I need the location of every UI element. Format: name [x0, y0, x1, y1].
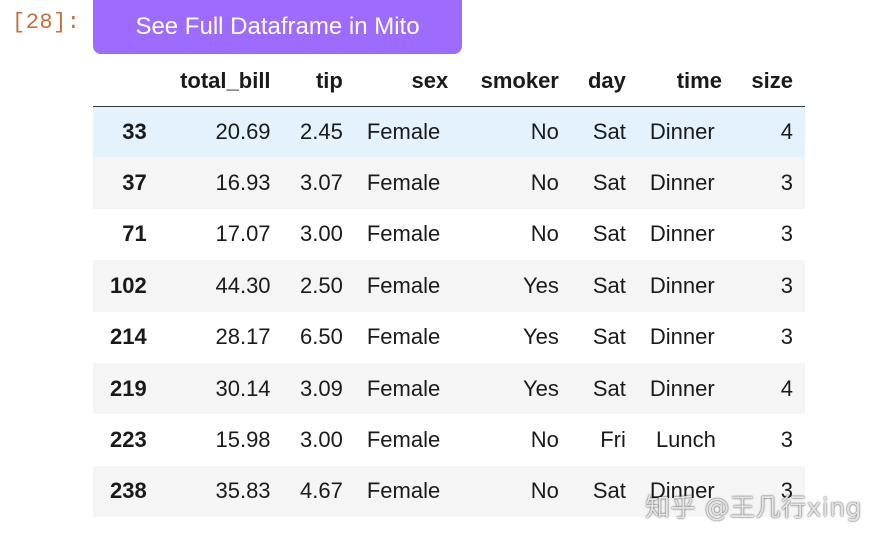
row-index: 71 — [122, 221, 147, 247]
cell-total-bill: 20.69 — [215, 118, 271, 144]
cell-size: 3 — [780, 170, 793, 196]
row-index: 223 — [109, 427, 147, 453]
cell-smoker: No — [530, 118, 559, 144]
cell-tip: 3.07 — [300, 170, 343, 196]
cell-size: 4 — [780, 375, 793, 401]
cell-sex: Female — [366, 272, 441, 298]
cell-sex: Female — [366, 427, 441, 453]
table-row: 102 44.30 2.50 Female Yes Sat Dinner 3 — [93, 260, 805, 312]
cell-tip: 3.00 — [300, 221, 343, 247]
cell-tip: 6.50 — [300, 324, 343, 350]
cell-smoker: Yes — [522, 324, 559, 350]
cell-smoker: No — [530, 478, 559, 504]
zhihu-watermark: 知乎 @王几行xing — [645, 493, 862, 522]
cell-total-bill: 30.14 — [215, 375, 271, 401]
cell-sex: Female — [366, 221, 441, 247]
table-row: 219 30.14 3.09 Female Yes Sat Dinner 4 — [93, 362, 805, 415]
cell-smoker: No — [530, 170, 559, 196]
table-row: 238 35.83 4.67 Female No Sat Dinner 3 — [93, 465, 805, 518]
cell-total-bill: 35.83 — [215, 478, 271, 504]
row-index: 214 — [109, 324, 147, 350]
table-header-row: total_bill tip sex smoker day time size — [93, 56, 805, 106]
table-row: 37 16.93 3.07 Female No Sat Dinner 3 — [93, 157, 805, 209]
table-row: 214 28.17 6.50 Female Yes Sat Dinner 3 — [93, 311, 805, 363]
cell-day: Sat — [592, 324, 626, 350]
cell-size: 3 — [780, 478, 793, 504]
cell-time: Dinner — [649, 478, 715, 504]
cell-total-bill: 15.98 — [215, 427, 271, 453]
cell-execution-prompt: [28]: — [12, 10, 81, 35]
cell-size: 3 — [780, 427, 793, 453]
cell-total-bill: 44.30 — [215, 272, 271, 298]
cell-time: Dinner — [649, 170, 715, 196]
cell-tip: 3.09 — [300, 375, 343, 401]
row-index: 238 — [109, 478, 147, 504]
cell-smoker: No — [530, 427, 559, 453]
cell-day: Sat — [592, 170, 626, 196]
dataframe-table: total_bill tip sex smoker day time size … — [93, 56, 805, 518]
column-header-size: size — [751, 67, 793, 93]
cell-time: Dinner — [649, 324, 715, 350]
cell-sex: Female — [366, 478, 441, 504]
cell-size: 4 — [780, 118, 793, 144]
table-row: 71 17.07 3.00 Female No Sat Dinner 3 — [93, 208, 805, 261]
cell-time: Lunch — [655, 427, 716, 453]
cell-size: 3 — [780, 221, 793, 247]
cell-tip: 2.45 — [300, 118, 343, 144]
cell-time: Dinner — [649, 221, 715, 247]
cell-sex: Female — [366, 170, 441, 196]
column-header-day: day — [587, 67, 626, 93]
cell-day: Sat — [592, 221, 626, 247]
cell-total-bill: 28.17 — [215, 324, 271, 350]
see-full-dataframe-button[interactable]: See Full Dataframe in Mito — [93, 0, 462, 54]
cell-tip: 3.00 — [300, 427, 343, 453]
column-header-total-bill: total_bill — [180, 67, 271, 93]
row-index: 37 — [122, 170, 147, 196]
column-header-smoker: smoker — [480, 67, 559, 93]
cell-day: Sat — [592, 375, 626, 401]
table-row: 33 20.69 2.45 Female No Sat Dinner 4 — [93, 106, 805, 158]
cell-day: Sat — [592, 478, 626, 504]
cell-sex: Female — [366, 118, 441, 144]
row-index: 33 — [122, 118, 147, 144]
cell-smoker: Yes — [522, 375, 559, 401]
cell-smoker: No — [530, 221, 559, 247]
cell-time: Dinner — [649, 118, 715, 144]
cell-time: Dinner — [649, 272, 715, 298]
cell-smoker: Yes — [522, 272, 559, 298]
row-index: 102 — [109, 272, 147, 298]
cell-total-bill: 16.93 — [215, 170, 271, 196]
cell-sex: Female — [366, 375, 441, 401]
cell-size: 3 — [780, 324, 793, 350]
cell-tip: 4.67 — [300, 478, 343, 504]
cell-time: Dinner — [649, 375, 715, 401]
table-row: 223 15.98 3.00 Female No Fri Lunch 3 — [93, 414, 805, 466]
column-header-time: time — [676, 67, 722, 93]
column-header-sex: sex — [411, 67, 449, 93]
cell-sex: Female — [366, 324, 441, 350]
cell-day: Sat — [592, 118, 626, 144]
column-header-tip: tip — [315, 67, 343, 93]
cell-size: 3 — [780, 272, 793, 298]
cell-tip: 2.50 — [300, 272, 343, 298]
cell-day: Sat — [592, 272, 626, 298]
cell-total-bill: 17.07 — [215, 221, 271, 247]
row-index: 219 — [109, 375, 147, 401]
cell-day: Fri — [600, 427, 626, 453]
index-header — [93, 56, 159, 106]
